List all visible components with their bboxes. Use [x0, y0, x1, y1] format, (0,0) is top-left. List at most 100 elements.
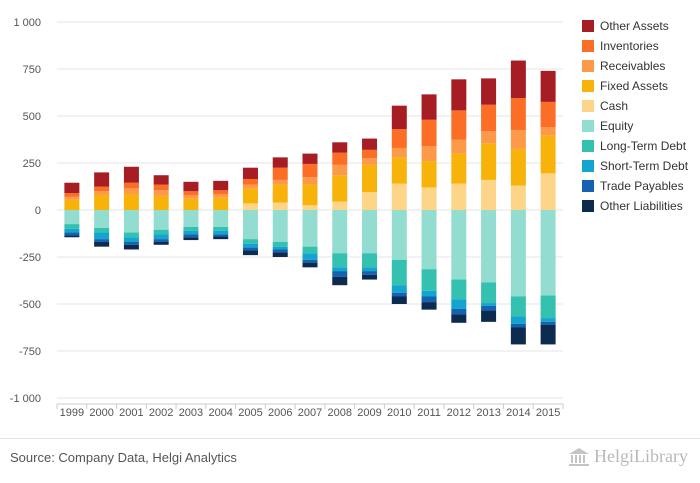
bar-segment	[213, 230, 229, 235]
y-tick-label: -250	[19, 252, 41, 264]
bar-segment	[94, 227, 110, 233]
legend-item[interactable]: Other Assets	[582, 16, 688, 36]
bar-segment	[391, 105, 407, 130]
bar-segment	[481, 104, 497, 132]
bar-segment	[123, 232, 139, 238]
bar-segment	[510, 327, 526, 345]
bar-segment	[302, 259, 318, 263]
bar-segment	[302, 153, 318, 164]
bar-segment	[272, 157, 288, 168]
bar-segment	[302, 210, 318, 247]
bar-segment	[332, 267, 348, 272]
bar-segment	[123, 237, 139, 242]
bar-segment	[272, 184, 288, 203]
bar-segment	[391, 259, 407, 286]
x-tick-label: 2010	[387, 407, 411, 419]
bars	[64, 60, 556, 345]
y-tick-label: 250	[23, 158, 41, 170]
x-tick-label: 2009	[357, 407, 381, 419]
legend-item[interactable]: Equity	[582, 116, 688, 136]
legend-swatch	[582, 180, 594, 192]
legend-item[interactable]: Cash	[582, 96, 688, 116]
x-tick-label: 2003	[179, 407, 203, 419]
x-tick-label: 2004	[208, 407, 232, 419]
x-tick-label: 2002	[149, 407, 173, 419]
legend-item[interactable]: Other Liabilities	[582, 196, 688, 216]
bar-segment	[302, 205, 318, 210]
bar-segment	[391, 292, 407, 297]
bar-segment	[123, 210, 139, 233]
bar-segment	[332, 142, 348, 153]
legend-label: Other Assets	[600, 19, 669, 33]
bar-segment	[451, 308, 467, 315]
bar-segment	[94, 191, 110, 195]
bar-segment	[332, 276, 348, 286]
bar-segment	[362, 192, 378, 210]
bar-segment	[421, 94, 437, 120]
x-tick-label: 1999	[60, 407, 84, 419]
bar-segment	[362, 158, 378, 165]
x-tick-label: 2006	[268, 407, 292, 419]
bar-segment	[272, 167, 288, 180]
bar-segment	[540, 173, 556, 210]
bar-segment	[64, 228, 80, 233]
bar-segment	[153, 184, 169, 191]
bar-segment	[481, 310, 497, 322]
legend-swatch	[582, 160, 594, 172]
bar-segment	[213, 210, 229, 227]
bar-segment	[451, 139, 467, 154]
bar-segment	[242, 243, 258, 248]
bar-segment	[481, 282, 497, 304]
bar-segment	[421, 210, 437, 270]
bar-segment	[332, 164, 348, 176]
legend-swatch	[582, 80, 594, 92]
bar-segment	[94, 194, 110, 210]
legend-item[interactable]: Long-Term Debt	[582, 136, 688, 156]
x-tick-label: 2008	[328, 407, 352, 419]
brand-logo[interactable]: HelgiLibrary	[568, 446, 688, 467]
bar-segment	[183, 210, 199, 227]
footer-divider	[0, 438, 700, 439]
bar-segment	[123, 241, 139, 245]
x-tick-label: 2007	[298, 407, 322, 419]
bar-segment	[510, 296, 526, 317]
bar-segment	[421, 290, 437, 297]
bar-segment	[64, 199, 80, 210]
legend-swatch	[582, 140, 594, 152]
bar-segment	[421, 302, 437, 310]
legend-label: Cash	[600, 99, 629, 113]
bar-segment	[153, 241, 169, 245]
bar-segment	[510, 210, 526, 297]
bar-segment	[481, 131, 497, 144]
bar-segment	[123, 166, 139, 183]
legend-label: Short-Term Debt	[600, 159, 689, 173]
legend-item[interactable]: Receivables	[582, 56, 688, 76]
bar-segment	[421, 146, 437, 162]
bar-segment	[510, 316, 526, 324]
bar-segment	[540, 210, 556, 296]
legend-label: Equity	[600, 119, 634, 133]
bar-segment	[391, 157, 407, 184]
bar-segment	[64, 196, 80, 200]
legend-swatch	[582, 100, 594, 112]
bar-segment	[153, 195, 169, 210]
legend-item[interactable]: Short-Term Debt	[582, 156, 688, 176]
legend-item[interactable]: Fixed Assets	[582, 76, 688, 96]
bar-segment	[64, 193, 80, 197]
legend-swatch	[582, 200, 594, 212]
bar-segment	[213, 194, 229, 198]
bar-segment	[272, 249, 288, 253]
bar-segment	[451, 210, 467, 280]
bar-segment	[332, 201, 348, 210]
bar-segment	[481, 78, 497, 105]
bar-segment	[510, 60, 526, 99]
bar-segment	[213, 226, 229, 231]
legend-item[interactable]: Inventories	[582, 36, 688, 56]
x-tick-label: 2001	[119, 407, 143, 419]
legend-item[interactable]: Trade Payables	[582, 176, 688, 196]
bar-segment	[451, 314, 467, 323]
legend-swatch	[582, 60, 594, 72]
bar-segment	[64, 182, 80, 194]
bar-segment	[451, 299, 467, 309]
bar-segment	[362, 149, 378, 159]
